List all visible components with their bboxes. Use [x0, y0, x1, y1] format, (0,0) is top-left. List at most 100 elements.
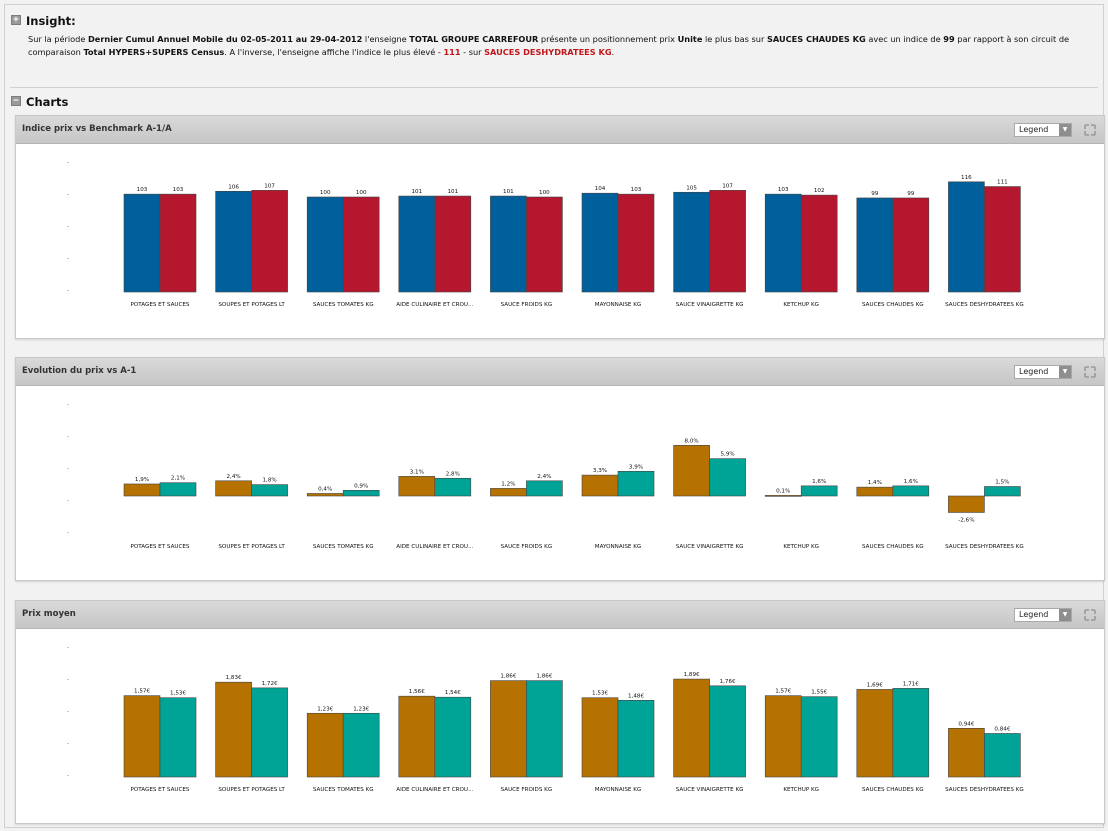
bar[interactable]	[306, 196, 344, 293]
bar[interactable]	[673, 678, 710, 778]
data-label: 3,9%	[629, 464, 643, 470]
bar[interactable]	[617, 471, 655, 497]
bar[interactable]	[892, 197, 930, 293]
data-label: 99	[871, 191, 879, 197]
bar[interactable]	[764, 495, 802, 497]
bar[interactable]	[673, 445, 710, 497]
category-label: SAUCE FROIDS KG	[501, 544, 553, 550]
legend-dropdown[interactable]: Legend ▼	[1014, 608, 1072, 622]
bar[interactable]	[251, 190, 288, 293]
data-label: 111	[997, 180, 1008, 186]
bar[interactable]	[709, 458, 746, 497]
bar[interactable]	[490, 195, 527, 293]
bar[interactable]	[856, 486, 894, 497]
bar[interactable]	[673, 191, 710, 293]
bar[interactable]	[948, 727, 985, 778]
data-label: -2,6%	[958, 517, 974, 523]
legend-dropdown[interactable]: Legend ▼	[1014, 365, 1072, 379]
category-label: SOUPES ET POTAGES LT	[218, 544, 285, 550]
data-label: 100	[320, 190, 331, 196]
bar[interactable]	[251, 484, 288, 497]
insight-lowest-index: 99	[943, 34, 955, 44]
category-label: SAUCE VINAIGRETTE KG	[676, 787, 744, 793]
expand-icon[interactable]	[1084, 609, 1096, 621]
collapse-charts-icon[interactable]: −	[11, 96, 21, 106]
category-label: SAUCE VINAIGRETTE KG	[676, 544, 744, 550]
bar[interactable]	[398, 695, 436, 778]
bar[interactable]	[526, 196, 563, 293]
bar[interactable]	[490, 488, 527, 497]
panel-title: Prix moyen	[22, 609, 76, 619]
expand-icon[interactable]	[1084, 124, 1096, 136]
data-label: 1,53€	[170, 691, 186, 697]
insight-text-part: avec un indice de	[865, 34, 944, 44]
bar[interactable]	[434, 195, 472, 293]
bar[interactable]	[490, 680, 527, 778]
chart-prix-moyen: 1,57€ 1,53€ POTAGES ET SAUCES 1,83€ 1,72€ SOU…	[67, 647, 1024, 793]
y-axis-tick	[67, 258, 69, 259]
bar[interactable]	[342, 712, 380, 778]
bar[interactable]	[892, 485, 930, 497]
bar[interactable]	[856, 197, 894, 293]
bar[interactable]	[764, 193, 802, 293]
bar[interactable]	[948, 181, 985, 293]
bar[interactable]	[215, 480, 252, 497]
category-label: SAUCES TOMATES KG	[313, 302, 374, 308]
bar[interactable]	[984, 733, 1021, 778]
bar[interactable]	[617, 193, 655, 293]
data-label: 103	[778, 187, 789, 193]
bar[interactable]	[123, 193, 161, 293]
bar[interactable]	[434, 696, 472, 778]
bar[interactable]	[306, 493, 344, 497]
bar[interactable]	[123, 695, 161, 778]
insight-text-part: par rapport à son circuit de comparaison	[28, 34, 1070, 57]
bar[interactable]	[984, 186, 1021, 293]
bar[interactable]	[215, 681, 252, 778]
data-label: 101	[411, 189, 422, 195]
bar[interactable]	[251, 687, 288, 778]
bar[interactable]	[800, 485, 838, 497]
expand-icon[interactable]	[1084, 366, 1096, 378]
bar[interactable]	[581, 697, 619, 778]
insight-text-part: Sur la période	[28, 34, 88, 44]
data-label: 1,8%	[262, 478, 276, 484]
bar[interactable]	[984, 486, 1021, 497]
bar[interactable]	[709, 190, 746, 293]
bar[interactable]	[215, 190, 252, 293]
bar[interactable]	[342, 196, 380, 293]
bar[interactable]	[764, 695, 802, 778]
y-axis-tick	[67, 532, 69, 533]
bar[interactable]	[434, 477, 472, 497]
bar[interactable]	[159, 697, 197, 778]
expand-insight-icon[interactable]: +	[11, 15, 21, 25]
bar[interactable]	[526, 480, 563, 497]
bar[interactable]	[398, 476, 436, 497]
bar[interactable]	[306, 712, 344, 778]
bar[interactable]	[398, 195, 436, 293]
bar[interactable]	[856, 689, 894, 778]
bar[interactable]	[526, 680, 563, 778]
bar[interactable]	[123, 483, 161, 497]
insight-text: Sur la période Dernier Cumul Annuel Mobi…	[28, 33, 1103, 58]
insight-text-part: présente un positionnement prix	[538, 34, 678, 44]
category-label: SOUPES ET POTAGES LT	[218, 302, 285, 308]
bar[interactable]	[159, 482, 197, 497]
data-label: 103	[137, 187, 148, 193]
bar[interactable]	[581, 474, 619, 497]
data-label: 107	[264, 183, 275, 189]
bar[interactable]	[709, 685, 746, 778]
legend-dropdown[interactable]: Legend ▼	[1014, 123, 1072, 137]
bar[interactable]	[948, 495, 985, 513]
bar[interactable]	[159, 193, 197, 293]
category-label: KETCHUP KG	[783, 544, 819, 550]
category-label: MAYONNAISE KG	[595, 787, 641, 793]
bar[interactable]	[342, 490, 380, 497]
bar[interactable]	[617, 700, 655, 778]
bar[interactable]	[581, 192, 619, 293]
insight-title: Insight:	[26, 14, 76, 28]
data-label: 99	[907, 191, 915, 197]
bar[interactable]	[800, 696, 838, 778]
insight-unit: Unite	[677, 34, 703, 44]
bar[interactable]	[800, 194, 838, 293]
bar[interactable]	[892, 688, 930, 778]
